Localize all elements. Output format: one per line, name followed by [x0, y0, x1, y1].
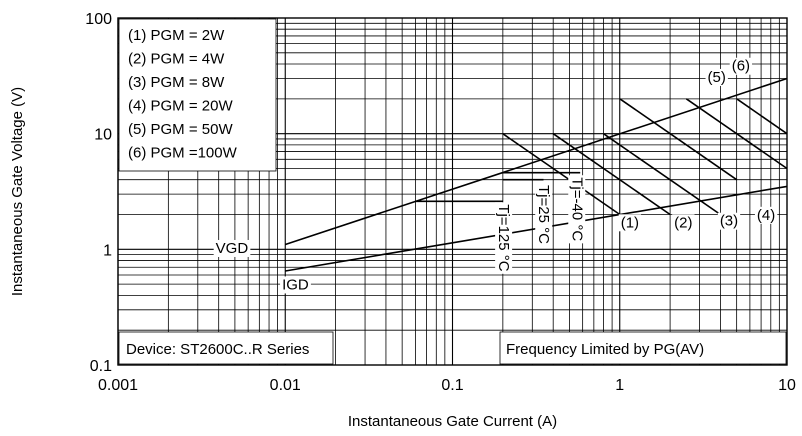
- series-line-8: [736, 98, 788, 135]
- temperature-label-2-bg: [535, 182, 553, 247]
- frequency-note-box: [499, 331, 787, 365]
- x-tick-label: 0.1: [441, 377, 463, 394]
- note-boxes: [118, 18, 787, 365]
- x-tick-labels: 0.001 0.01 0.1 1 10: [98, 377, 796, 394]
- x-tick-label: 0.01: [270, 377, 301, 394]
- curve-label-4-bg: [754, 206, 778, 224]
- legend-entry-6: (6) PGM =100W: [128, 145, 238, 162]
- y-axis-label: Instantaneous Gate Voltage (V): [9, 87, 26, 296]
- plot-frame: [117, 17, 788, 366]
- series-line-4: [552, 133, 671, 216]
- temperature-label-3-bg: [495, 202, 513, 274]
- x-tick-label: 1: [615, 377, 624, 394]
- series-line-6: [619, 98, 738, 181]
- y-tick-label: 100: [85, 11, 112, 28]
- frequency-note: Frequency Limited by PG(AV): [506, 341, 704, 358]
- legend-box: [118, 18, 277, 172]
- curve-label-5-bg: [705, 68, 728, 86]
- x-tick-label: 0.001: [98, 377, 138, 394]
- vgd-label-bg: [213, 239, 251, 257]
- temperature-label-1: Tj=-40 °C: [568, 177, 585, 241]
- legend-entry-5: (5) PGM = 50W: [128, 121, 233, 138]
- igd-label-bg: [280, 276, 311, 294]
- temperature-label-1-bg: [568, 175, 586, 244]
- curve-label-6-bg: [729, 57, 753, 75]
- legend-entry-3: (3) PGM = 8W: [128, 74, 225, 91]
- x-tick-label: 10: [778, 377, 796, 394]
- curves: [285, 77, 788, 272]
- series-line-1: [285, 77, 788, 246]
- temperature-label-3: Tj=125 °C: [495, 204, 512, 271]
- vgd-label: VGD: [216, 240, 249, 257]
- igd-label: IGD: [282, 276, 309, 293]
- curve-label-3-bg: [717, 212, 741, 230]
- curve-label-2: (2): [674, 214, 692, 231]
- labels: (1) (2) (3) (4) (5) (6) VGD IGD Tj=-40 °C Tj=25 °…: [213, 57, 778, 294]
- temperature-label-2: Tj=25 °C: [535, 185, 552, 244]
- series-line-7: [685, 98, 788, 170]
- curve-label-3: (3): [720, 213, 738, 230]
- y-tick-label: 1: [103, 242, 112, 259]
- curve-label-4: (4): [757, 207, 775, 224]
- x-axis-label: Instantaneous Gate Current (A): [348, 413, 557, 430]
- legend-entry-2: (2) PGM = 4W: [128, 51, 225, 68]
- series-line-5: [603, 133, 721, 216]
- legend-entry-4: (4) PGM = 20W: [128, 98, 233, 115]
- device-note-box: [118, 331, 334, 365]
- curve-label-1-bg: [618, 214, 642, 232]
- y-tick-label: 10: [94, 127, 112, 144]
- y-tick-labels: 0.1 1 10 100: [85, 11, 112, 375]
- curve-label-2-bg: [672, 214, 695, 232]
- curve-label-5: (5): [708, 69, 726, 86]
- curve-label-1: (1): [621, 214, 639, 231]
- legend: (1) PGM = 2W (2) PGM = 4W (3) PGM = 8W (…: [128, 27, 238, 162]
- curve-label-6: (6): [732, 58, 750, 75]
- y-tick-label: 0.1: [90, 358, 112, 375]
- series-line-3: [502, 133, 621, 216]
- device-note: Device: ST2600C..R Series: [126, 341, 309, 358]
- legend-entry-1: (1) PGM = 2W: [128, 27, 225, 44]
